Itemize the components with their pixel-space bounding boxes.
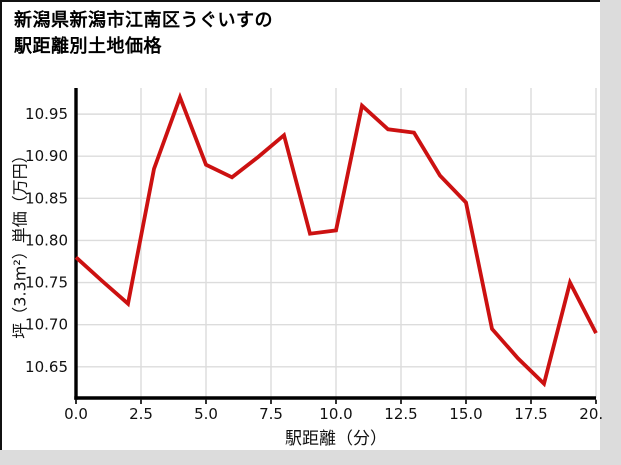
y-tick-label: 10.70 xyxy=(25,316,68,334)
y-tick-label: 10.85 xyxy=(25,189,68,207)
x-tick-label: 20.0 xyxy=(579,405,602,423)
x-tick-label: 10.0 xyxy=(319,405,352,423)
x-tick-label: 5.0 xyxy=(194,405,218,423)
x-tick-label: 7.5 xyxy=(259,405,283,423)
chart-canvas: 新潟県新潟市江南区うぐいすの 駅距離別土地価格 10.65 10.70 10.75 1… xyxy=(0,0,602,450)
y-tick-label: 10.90 xyxy=(25,147,68,165)
y-tick-label: 10.75 xyxy=(25,274,68,292)
y-axis-title: 坪（3.3m²）単価（万円） xyxy=(11,147,30,338)
land-price-line-chart: 10.65 10.70 10.75 10.80 10.85 10.90 10.95 0.0 2.… xyxy=(11,88,602,449)
x-tick-label: 0.0 xyxy=(64,405,88,423)
chart-title-line1: 新潟県新潟市江南区うぐいすの xyxy=(14,10,273,31)
y-tick-label: 10.95 xyxy=(25,105,68,123)
chart-title: 新潟県新潟市江南区うぐいすの 駅距離別土地価格 xyxy=(14,8,273,60)
x-tick-label: 17.5 xyxy=(514,405,547,423)
x-tick-label: 12.5 xyxy=(384,405,417,423)
price-line xyxy=(74,91,598,388)
x-axis-title: 駅距離（分） xyxy=(285,429,387,449)
x-tick-label: 15.0 xyxy=(449,405,482,423)
chart-title-line2: 駅距離別土地価格 xyxy=(14,36,162,57)
x-tick-label: 2.5 xyxy=(129,405,153,423)
y-tick-label: 10.80 xyxy=(25,231,68,249)
y-tick-label: 10.65 xyxy=(25,358,68,376)
